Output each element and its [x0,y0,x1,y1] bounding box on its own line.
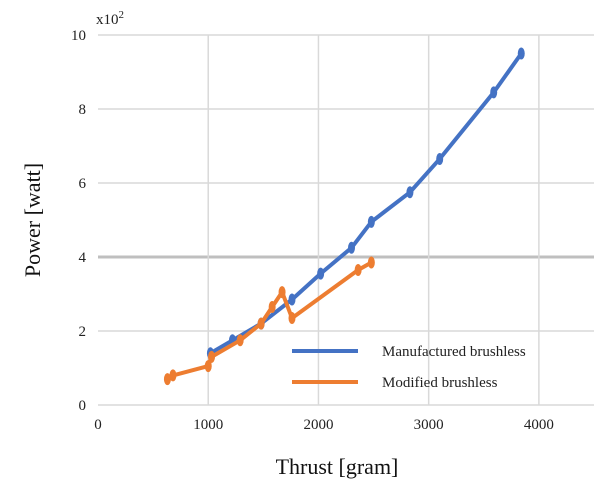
y-axis-title: Power [watt] [20,163,45,277]
data-point [517,47,525,60]
data-point [354,263,362,276]
data-point [268,300,276,313]
series-line [165,260,374,382]
x-tick-label: 0 [94,417,102,433]
data-point [204,360,212,373]
legend: Manufactured brushless Modified brushles… [292,344,526,391]
data-point [163,373,171,386]
data-point [278,286,286,299]
gridlines [98,34,594,406]
data-point [257,317,265,330]
series-0 [206,47,525,360]
data-point [236,334,244,347]
series-1 [163,256,375,386]
x-axis-title: Thrust [gram] [276,454,399,479]
data-point [436,152,444,165]
data-point [317,267,325,280]
y-tick-label: 8 [79,102,87,118]
series-line [208,51,524,356]
x-tick-label: 1000 [193,417,223,433]
data-point [348,241,356,254]
legend-label-modified: Modified brushless [382,375,498,391]
data-point [288,293,296,306]
legend-label-manufactured: Manufactured brushless [382,344,526,360]
data-point [367,215,375,228]
data-point [406,186,414,199]
y-multiplier-label: x102 [96,9,124,28]
data-point [208,350,216,363]
tick-labels: 0 2 4 6 8 10 0 1000 2000 3000 4000 [71,28,554,433]
y-tick-label: 0 [79,398,87,414]
data-point [288,312,296,325]
series-layer [163,47,525,386]
y-tick-label: 6 [79,176,87,192]
data-point [490,86,498,99]
data-point [367,256,375,269]
x-tick-label: 3000 [414,417,444,433]
x-tick-label: 2000 [303,417,333,433]
x-tick-label: 4000 [524,417,554,433]
data-point [169,369,177,382]
y-tick-label: 4 [79,250,87,266]
y-tick-label: 2 [79,324,87,340]
y-tick-label: 10 [71,28,86,44]
